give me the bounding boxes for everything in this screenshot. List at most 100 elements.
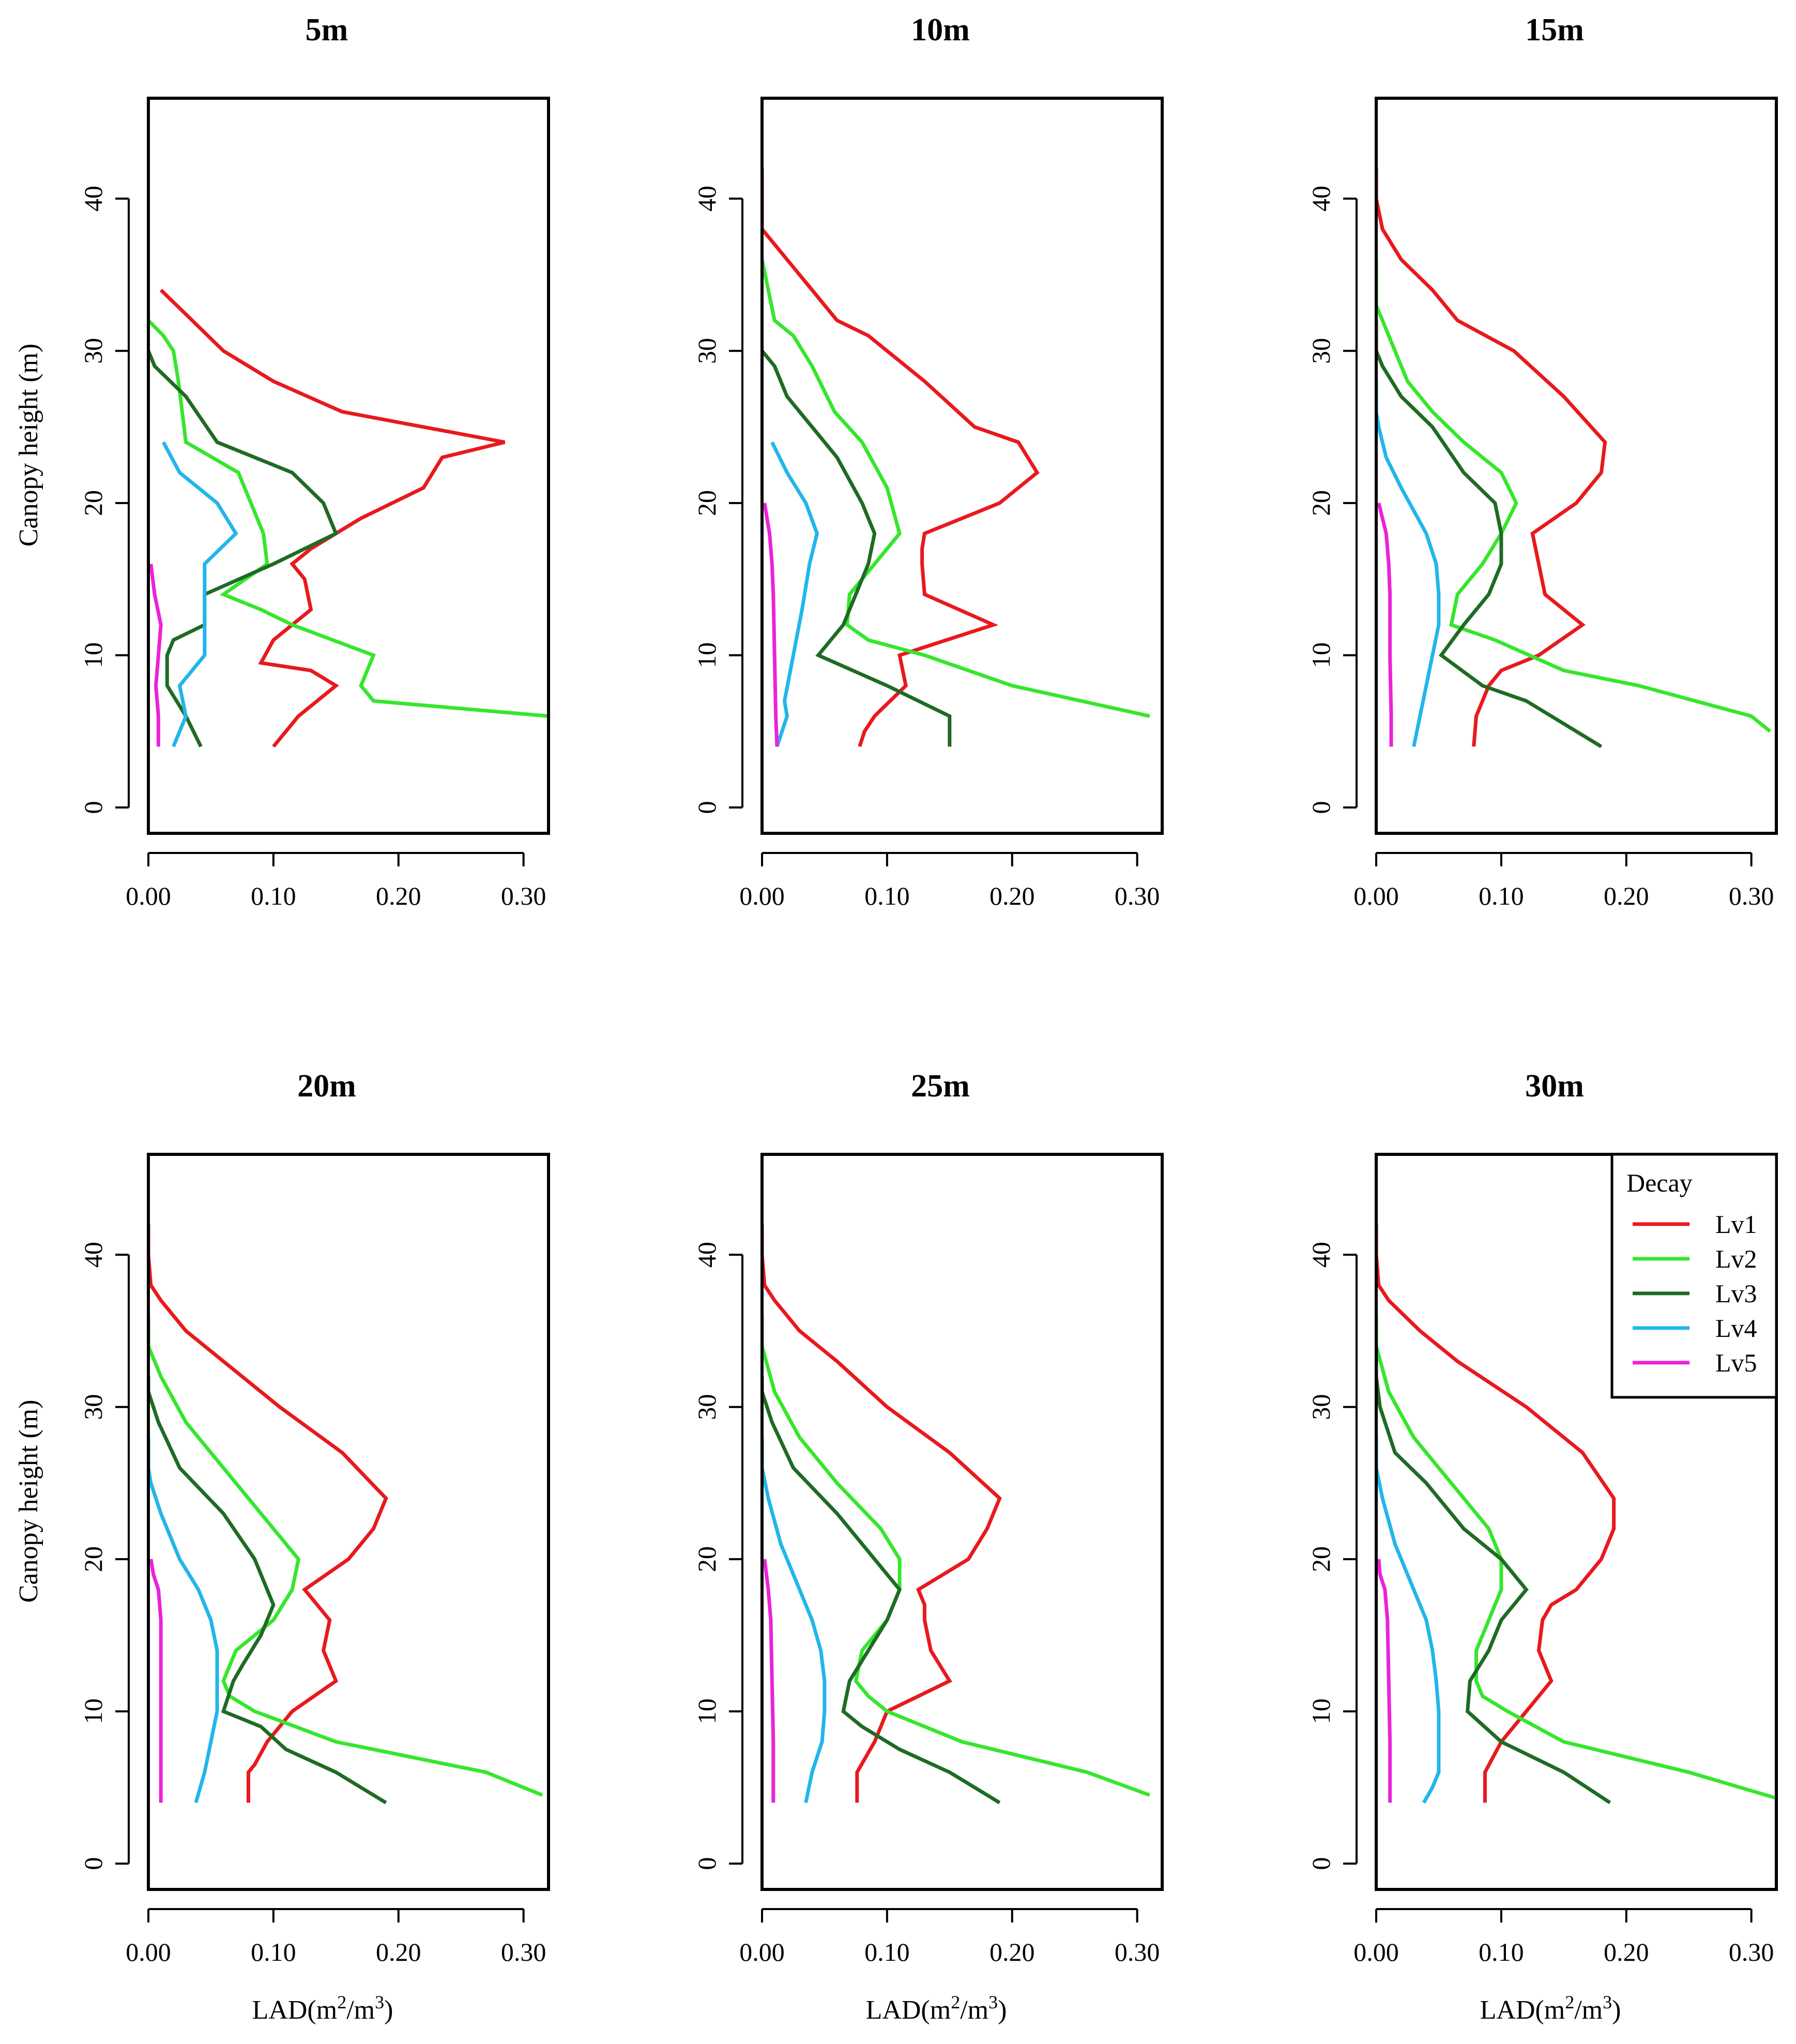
series-group xyxy=(762,1224,1151,1805)
y-tick-label: 0 xyxy=(79,1857,108,1870)
series-group xyxy=(1376,1224,1776,1805)
series-line-lv4 xyxy=(770,441,819,748)
x-tick-label: 0.00 xyxy=(739,881,785,910)
panel-title: 5m xyxy=(306,12,348,48)
series-line-lv3 xyxy=(762,349,952,747)
series-line-lv1 xyxy=(762,1224,1002,1803)
series-line-lv2 xyxy=(762,259,1150,718)
y-tick-label: 20 xyxy=(79,1546,108,1572)
y-tick-label: 30 xyxy=(1306,1394,1335,1420)
panel-title: 30m xyxy=(1525,1069,1584,1104)
x-tick-label: 0.10 xyxy=(251,1938,296,1966)
x-axis-label-part: LAD(m xyxy=(1480,1995,1565,2025)
panel-title: 15m xyxy=(1525,12,1584,48)
x-tick-label: 0.10 xyxy=(864,1938,910,1966)
series-group xyxy=(1376,168,1772,749)
series-line-lv5 xyxy=(149,1559,163,1803)
y-tick-label: 30 xyxy=(692,338,721,364)
y-tick-label: 0 xyxy=(1306,801,1335,814)
plot-box xyxy=(1375,1153,1778,1891)
y-tick-label: 0 xyxy=(692,801,721,814)
y-tick-label: 10 xyxy=(1306,643,1335,668)
series-line-lv4 xyxy=(148,1437,219,1804)
x-tick-label: 0.20 xyxy=(1604,1938,1649,1966)
series-line-lv3 xyxy=(1376,320,1603,749)
x-tick-label: 0.30 xyxy=(1115,1938,1160,1966)
series-line-lv3 xyxy=(1376,1346,1611,1805)
series-line-lv3 xyxy=(148,350,339,748)
legend-label-lv4: Lv4 xyxy=(1715,1314,1757,1343)
x-tick-label: 0.00 xyxy=(126,1938,171,1966)
plot-box xyxy=(760,97,1164,835)
panel-title: 20m xyxy=(297,1069,356,1104)
series-group xyxy=(148,1224,543,1805)
x-axis-label-part: ) xyxy=(384,1995,393,2025)
y-tick-label: 30 xyxy=(692,1394,721,1420)
y-tick-label: 40 xyxy=(79,186,108,211)
x-tick-label: 0.30 xyxy=(1115,881,1160,910)
plot-box xyxy=(760,1153,1164,1891)
x-tick-label: 0.10 xyxy=(251,881,296,910)
x-tick-label: 0.30 xyxy=(1729,1938,1774,1966)
series-line-lv3 xyxy=(762,1376,1001,1805)
y-tick-label: 20 xyxy=(1306,490,1335,516)
x-tick-label: 0.00 xyxy=(1353,881,1399,910)
series-line-lv5 xyxy=(1377,502,1393,747)
x-tick-label: 0.30 xyxy=(501,881,546,910)
series-line-lv5 xyxy=(149,563,163,747)
x-tick-label: 0.10 xyxy=(864,881,910,910)
y-tick-label: 40 xyxy=(692,186,721,211)
x-axis-label-part: 3 xyxy=(375,1992,384,2012)
y-tick-label: 40 xyxy=(79,1242,108,1268)
x-tick-label: 0.30 xyxy=(1729,881,1774,910)
panel-title: 25m xyxy=(911,1069,970,1104)
y-tick-label: 30 xyxy=(79,1394,108,1420)
y-tick-label: 10 xyxy=(692,643,721,668)
y-tick-label: 40 xyxy=(1306,1242,1335,1268)
series-line-lv1 xyxy=(1376,168,1607,747)
y-tick-label: 0 xyxy=(692,1857,721,1870)
legend-label-lv3: Lv3 xyxy=(1715,1279,1757,1308)
y-tick-label: 10 xyxy=(79,1699,108,1725)
plot-box xyxy=(147,1153,550,1891)
series-line-lv1 xyxy=(1376,1224,1616,1803)
series-group xyxy=(762,168,1150,748)
x-tick-label: 0.20 xyxy=(376,881,421,910)
series-group xyxy=(148,288,549,748)
x-axis-label: LAD(m2/m3) xyxy=(1480,1992,1621,2025)
series-line-lv4 xyxy=(1376,381,1441,747)
y-tick-label: 30 xyxy=(1306,338,1335,364)
panel-20m: 20m 0 10 20 30 40 0.00 0.10 0.20 0.30 Canopy heigh… xyxy=(14,1069,550,2025)
series-line-lv2 xyxy=(148,1316,543,1797)
series-line-lv4 xyxy=(161,441,238,748)
plot-box xyxy=(147,97,550,835)
panel-title: 10m xyxy=(911,12,970,48)
x-tick-label: 0.20 xyxy=(990,881,1035,910)
legend-label-lv1: Lv1 xyxy=(1715,1210,1757,1239)
legend-title: Decay xyxy=(1626,1168,1693,1197)
panel-10m: 10m 0 10 20 30 40 0.00 0.10 0.20 0.30 xyxy=(692,12,1164,910)
x-tick-label: 0.30 xyxy=(501,1938,546,1966)
series-line-lv4 xyxy=(1376,1437,1441,1804)
y-tick-label: 20 xyxy=(692,490,721,516)
panel-5m: 5m 0 10 20 30 40 0.00 0.10 0.20 0.30 Canopy height… xyxy=(14,12,550,910)
series-line-lv1 xyxy=(762,168,1040,748)
series-line-lv2 xyxy=(148,319,549,718)
x-tick-label: 0.00 xyxy=(126,881,171,910)
legend-label-lv2: Lv2 xyxy=(1715,1244,1757,1273)
legend: Decay Lv1 Lv2 Lv3 Lv4 Lv5 xyxy=(1610,1153,1778,1399)
y-tick-label: 20 xyxy=(1306,1546,1335,1572)
x-tick-label: 0.00 xyxy=(1353,1938,1399,1966)
panel-25m: 25m 0 10 20 30 40 0.00 0.10 0.20 0.30 LAD(m2/m3) xyxy=(692,1069,1164,2025)
series-line-lv1 xyxy=(159,288,506,748)
series-line-lv5 xyxy=(763,502,779,747)
x-axis-label-part: LAD(m xyxy=(866,1995,951,2025)
x-axis-label-part: ) xyxy=(1612,1995,1621,2025)
x-axis-label-part: 2 xyxy=(337,1992,346,2012)
y-tick-label: 40 xyxy=(1306,186,1335,211)
y-tick-label: 0 xyxy=(1306,1857,1335,1870)
x-axis-label-part: LAD(m xyxy=(252,1995,338,2025)
plot-box xyxy=(1375,97,1778,835)
x-tick-label: 0.20 xyxy=(1604,881,1649,910)
